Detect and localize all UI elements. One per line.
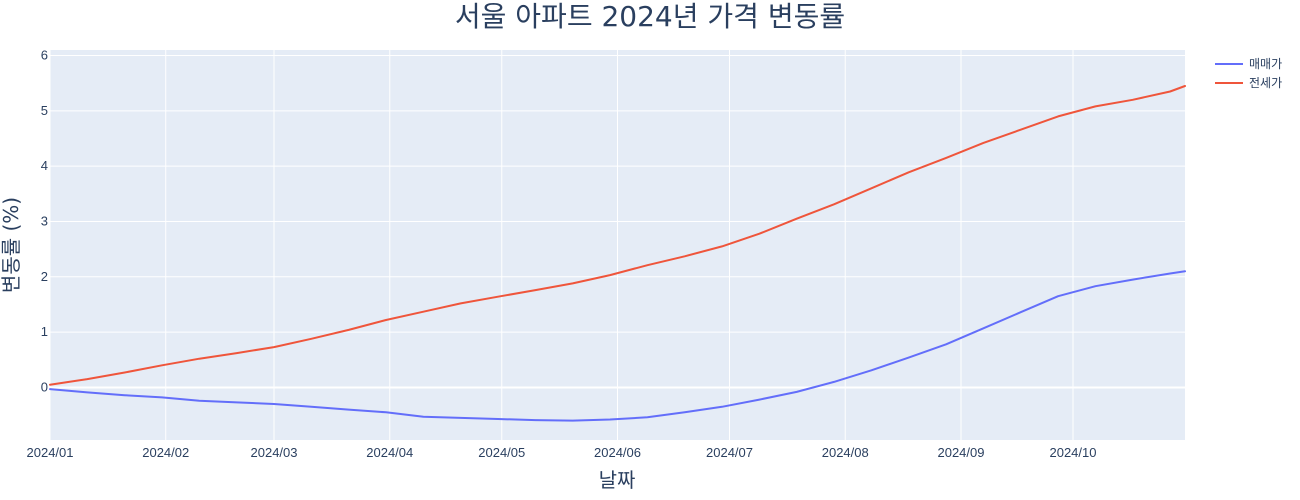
x-tick-label: 2024/03 bbox=[251, 445, 298, 460]
y-tick-label: 1 bbox=[41, 324, 48, 339]
x-tick-label: 2024/02 bbox=[142, 445, 189, 460]
legend-label: 전세가 bbox=[1249, 76, 1282, 90]
gridlines bbox=[49, 50, 1185, 440]
y-tick-label: 0 bbox=[41, 379, 48, 394]
x-tick-label: 2024/06 bbox=[594, 445, 641, 460]
series-lines bbox=[49, 85, 1186, 422]
x-tick-label: 2024/07 bbox=[706, 445, 753, 460]
y-axis-ticks: 0 1 2 3 4 5 6 bbox=[41, 48, 48, 395]
x-axis-title: 날짜 bbox=[599, 468, 636, 492]
y-tick-label: 4 bbox=[41, 158, 48, 173]
y-tick-label: 2 bbox=[41, 269, 48, 284]
x-tick-label: 2024/10 bbox=[1049, 445, 1096, 460]
x-tick-label: 2024/05 bbox=[478, 445, 525, 460]
chart-title: 서울 아파트 2024년 가격 변동률 bbox=[455, 0, 845, 33]
y-tick-label: 6 bbox=[41, 48, 48, 63]
x-tick-label: 2024/09 bbox=[937, 445, 984, 460]
y-tick-label: 5 bbox=[41, 103, 48, 118]
y-tick-label: 3 bbox=[41, 213, 48, 228]
y-axis-title: 변동률 (%) bbox=[0, 197, 23, 293]
x-tick-label: 2024/01 bbox=[27, 445, 74, 460]
series-line-1 bbox=[49, 270, 1186, 422]
x-tick-label: 2024/08 bbox=[822, 445, 869, 460]
legend-label: 매매가 bbox=[1249, 57, 1282, 71]
x-tick-label: 2024/04 bbox=[366, 445, 413, 460]
series-line-2 bbox=[49, 85, 1186, 386]
x-axis-ticks: 2024/01 2024/02 2024/03 2024/04 2024/05 2024/… bbox=[27, 445, 1097, 460]
